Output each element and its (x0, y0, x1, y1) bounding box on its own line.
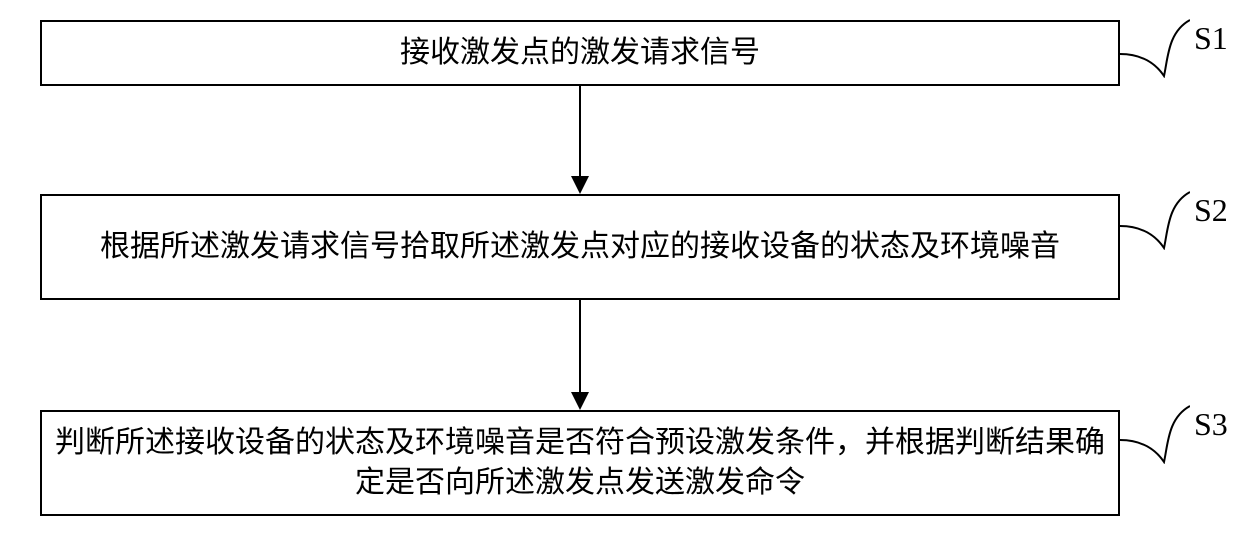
flowchart-canvas: 接收激发点的激发请求信号 S1 根据所述激发请求信号拾取所述激发点对应的接收设备… (0, 0, 1240, 540)
arrow-head-1 (571, 176, 589, 194)
connector-s1 (1120, 18, 1190, 78)
step-text-s1: 接收激发点的激发请求信号 (400, 33, 760, 74)
step-label-s3: S3 (1194, 406, 1228, 443)
step-text-s3: 判断所述接收设备的状态及环境噪音是否符合预设激发条件，并根据判断结果确定是否向所… (52, 423, 1108, 504)
step-label-s1: S1 (1194, 20, 1228, 57)
step-box-s3: 判断所述接收设备的状态及环境噪音是否符合预设激发条件，并根据判断结果确定是否向所… (40, 410, 1120, 516)
arrow-head-2 (571, 392, 589, 410)
step-box-s2: 根据所述激发请求信号拾取所述激发点对应的接收设备的状态及环境噪音 (40, 194, 1120, 300)
connector-s2 (1120, 190, 1190, 250)
arrow-line-1 (579, 86, 581, 176)
connector-s3 (1120, 404, 1190, 464)
step-text-s2: 根据所述激发请求信号拾取所述激发点对应的接收设备的状态及环境噪音 (100, 227, 1060, 268)
step-box-s1: 接收激发点的激发请求信号 (40, 20, 1120, 86)
step-label-s2: S2 (1194, 192, 1228, 229)
arrow-line-2 (579, 300, 581, 392)
